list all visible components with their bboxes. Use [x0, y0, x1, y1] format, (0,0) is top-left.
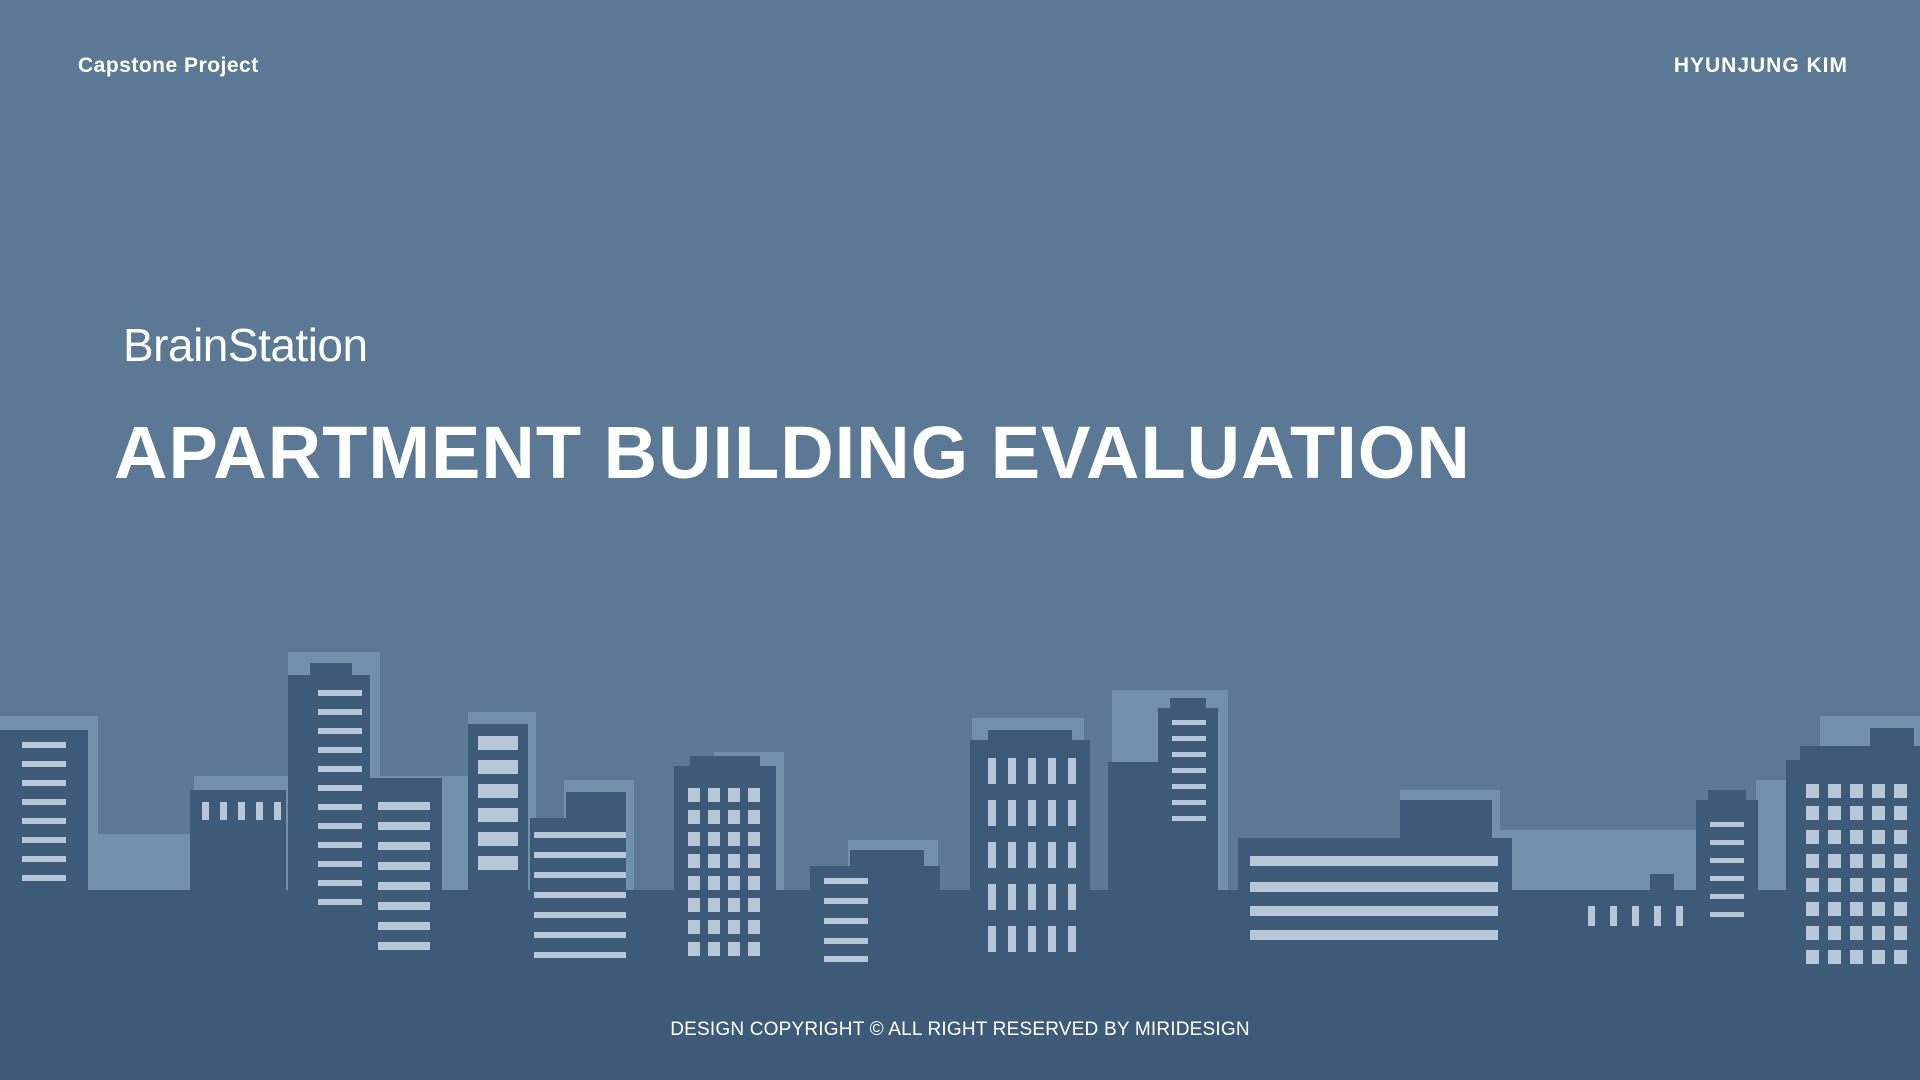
grid-building-windows [688, 788, 760, 956]
subtitle: BrainStation [123, 319, 368, 371]
project-label: Capstone Project [78, 54, 259, 77]
skyline-windows [22, 690, 1907, 964]
skyline-buildings [0, 663, 1920, 1080]
page-title: APARTMENT BUILDING EVALUATION [114, 411, 1471, 494]
right-tower-windows [1806, 784, 1907, 964]
copyright-footer: DESIGN COPYRIGHT © ALL RIGHT RESERVED BY… [670, 1019, 1250, 1040]
city-skyline-illustration [0, 652, 1920, 1080]
author-name: HYUNJUNG KIM [1673, 54, 1848, 77]
center-tower-windows [988, 758, 1076, 952]
